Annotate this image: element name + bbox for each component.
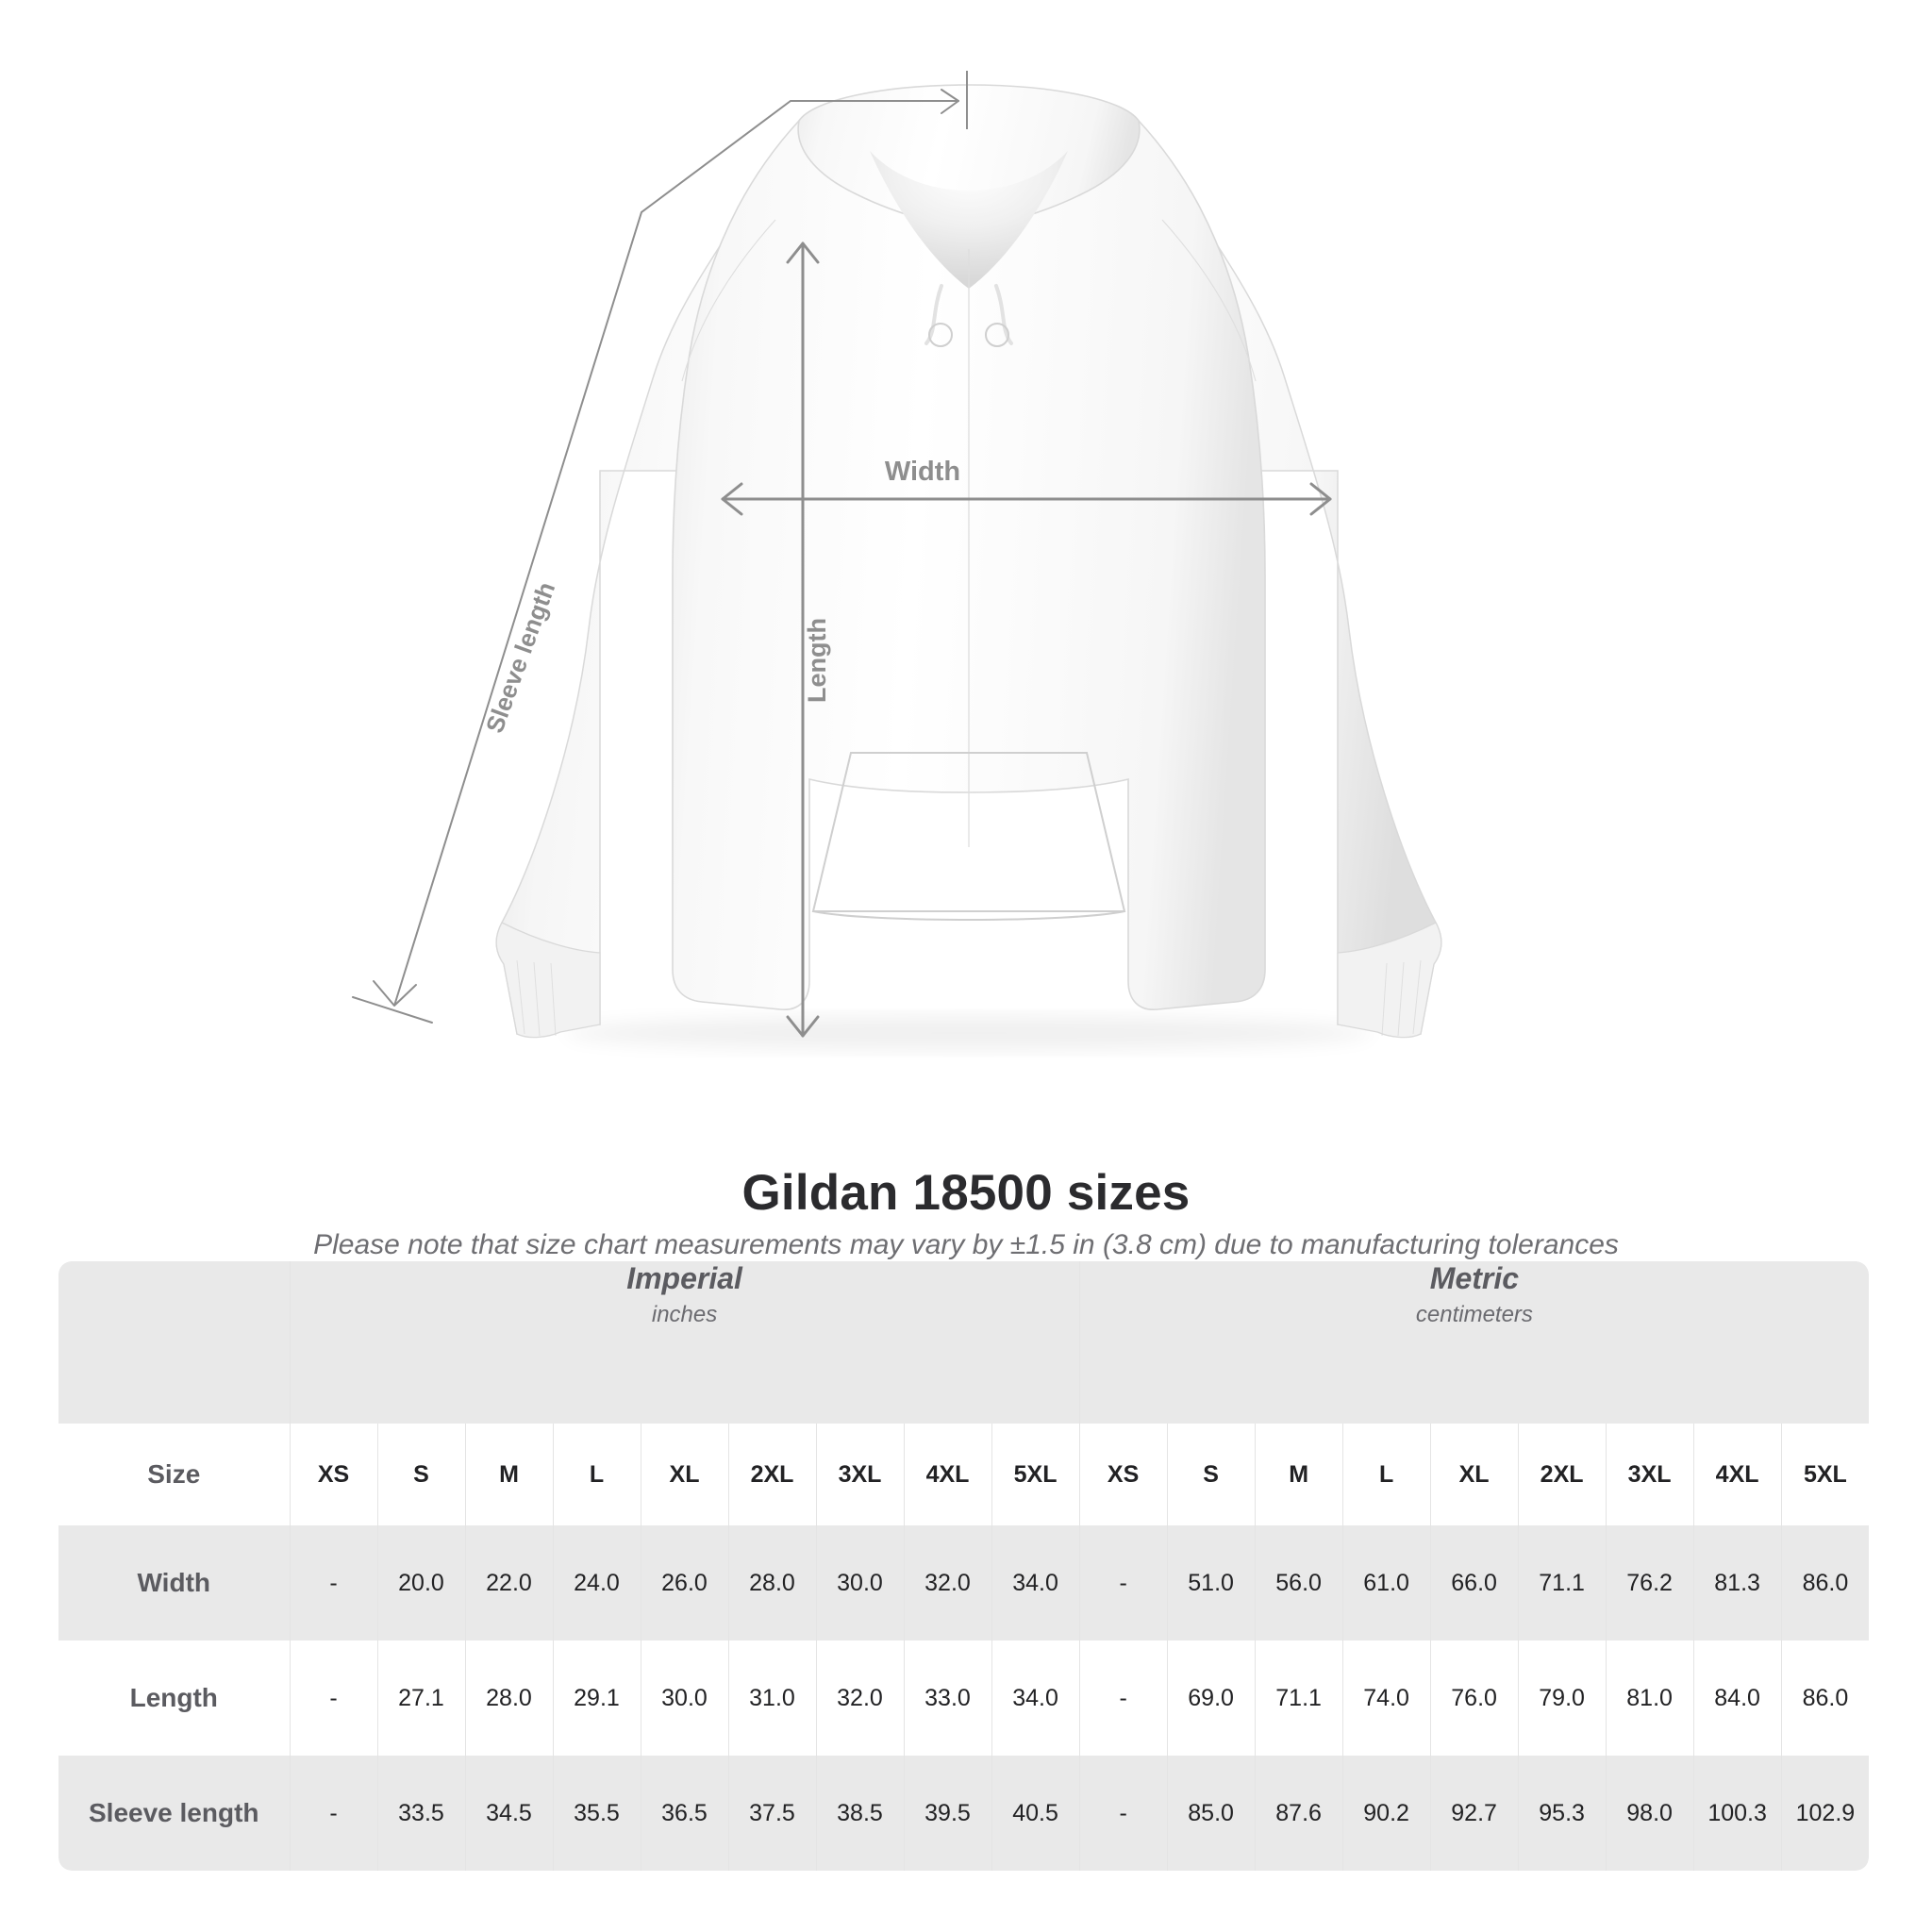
svg-text:Width: Width: [885, 457, 960, 487]
svg-text:Length: Length: [803, 618, 831, 703]
